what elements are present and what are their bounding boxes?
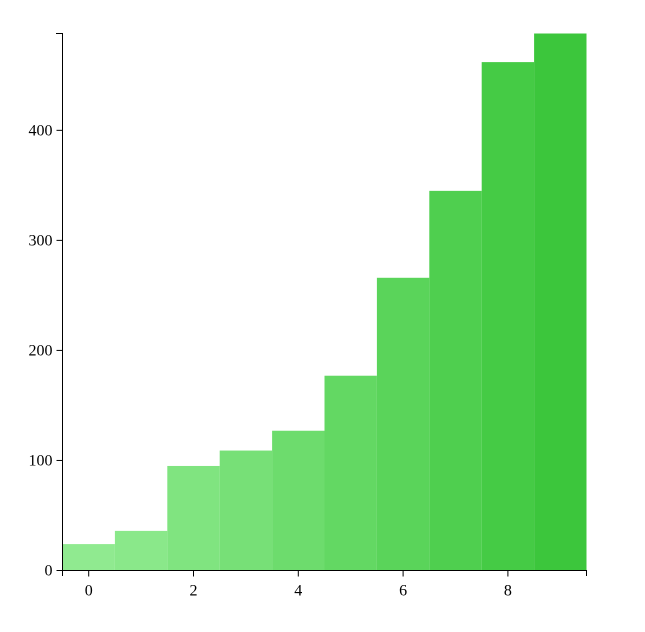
bar: [481, 62, 535, 571]
x-tick-label: 0: [85, 583, 93, 600]
bar: [376, 277, 430, 571]
bar: [429, 190, 482, 571]
bar: [219, 450, 273, 571]
x-tick-label: 8: [504, 583, 512, 600]
y-tick-label: 100: [29, 452, 53, 469]
x-tick-label: 4: [294, 583, 302, 600]
y-tick-label: 200: [29, 342, 53, 359]
y-tick-label: 400: [29, 122, 53, 139]
x-axis: [62, 570, 587, 576]
bar: [62, 544, 115, 571]
x-tick-label: 2: [190, 583, 198, 600]
bar: [324, 375, 377, 571]
y-tick-label: 300: [29, 232, 53, 249]
y-axis: [56, 33, 63, 571]
y-tick-label: 0: [45, 563, 53, 580]
bar: [114, 530, 168, 571]
bar: [167, 465, 220, 571]
x-tick-label: 6: [399, 583, 407, 600]
bar: [534, 33, 587, 571]
bar: [272, 430, 325, 571]
